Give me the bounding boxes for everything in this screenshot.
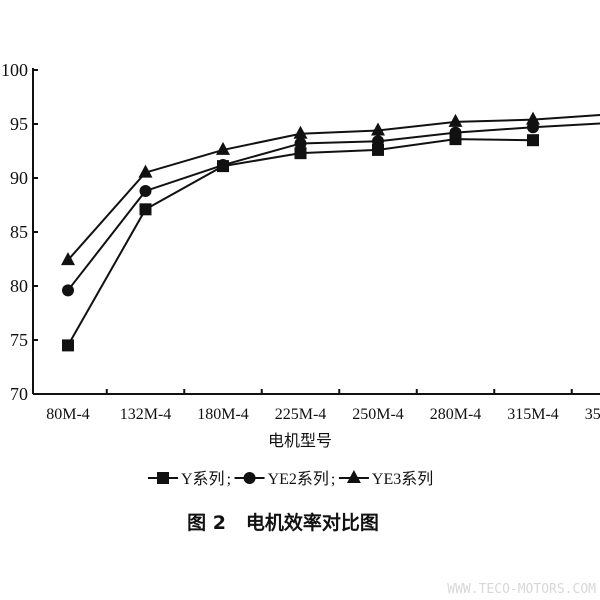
data-point bbox=[372, 143, 384, 156]
x-tick-label: 80M-4 bbox=[46, 406, 90, 423]
series-group bbox=[61, 111, 600, 352]
data-point bbox=[371, 122, 385, 136]
data-point bbox=[293, 125, 308, 139]
legend-label: YE3系列 bbox=[372, 470, 433, 488]
data-point bbox=[217, 159, 229, 172]
x-tick-label: 132M-4 bbox=[120, 406, 172, 423]
x-axis-label: 电机型号 bbox=[268, 432, 332, 450]
series-line bbox=[67, 122, 600, 291]
data-point bbox=[139, 203, 152, 216]
axes: 70 75 80 85 90 95 100 80M-4 132M-4 180M-4 225M-4 25… bbox=[1, 60, 600, 423]
y-tick-label: 80 bbox=[10, 276, 28, 296]
x-tick-label: 180M-4 bbox=[197, 406, 249, 423]
data-point bbox=[62, 339, 74, 352]
y-tick-label: 85 bbox=[10, 222, 28, 242]
data-point bbox=[216, 141, 230, 155]
legend-marker-triangle bbox=[346, 470, 361, 483]
data-point bbox=[61, 252, 75, 266]
x-tick-label: 225M-4 bbox=[275, 406, 327, 423]
data-point bbox=[294, 137, 307, 150]
legend-marker-square bbox=[157, 472, 169, 484]
series-YE3系列 bbox=[61, 111, 600, 266]
legend: Y系列; YE2系列; YE3系列 bbox=[148, 470, 433, 488]
x-tick-label: 250M-4 bbox=[352, 406, 404, 423]
y-tick-label: 75 bbox=[10, 330, 28, 350]
y-tick-label: 95 bbox=[10, 114, 28, 134]
legend-label: YE2系列 bbox=[268, 470, 329, 488]
series-Y系列 bbox=[62, 133, 539, 352]
y-tick-label: 90 bbox=[10, 168, 28, 188]
x-tick-label: 315M-4 bbox=[507, 406, 559, 423]
data-point bbox=[449, 126, 462, 139]
data-point bbox=[527, 134, 539, 147]
watermark: WWW.TECO-MOTORS.COM bbox=[447, 582, 596, 597]
series-line bbox=[67, 138, 534, 346]
figure-caption: 图 2 电机效率对比图 bbox=[187, 511, 379, 534]
legend-separator: ; bbox=[227, 471, 231, 488]
data-point bbox=[138, 164, 153, 178]
series-YE2系列 bbox=[62, 121, 600, 297]
y-tick-label: 100 bbox=[1, 60, 28, 80]
x-tick-label: 280M-4 bbox=[430, 406, 482, 423]
legend-label: Y系列 bbox=[181, 470, 225, 488]
series-line bbox=[67, 114, 600, 261]
data-point bbox=[448, 113, 463, 127]
y-tick-label: 70 bbox=[10, 384, 28, 404]
data-point bbox=[372, 135, 384, 148]
data-point bbox=[139, 184, 152, 197]
legend-separator: ; bbox=[331, 471, 335, 488]
data-point bbox=[526, 111, 540, 125]
x-tick-label: 355M-4 bbox=[585, 406, 600, 423]
data-point bbox=[294, 147, 307, 160]
legend-marker-circle bbox=[243, 472, 256, 484]
data-point bbox=[62, 284, 74, 297]
